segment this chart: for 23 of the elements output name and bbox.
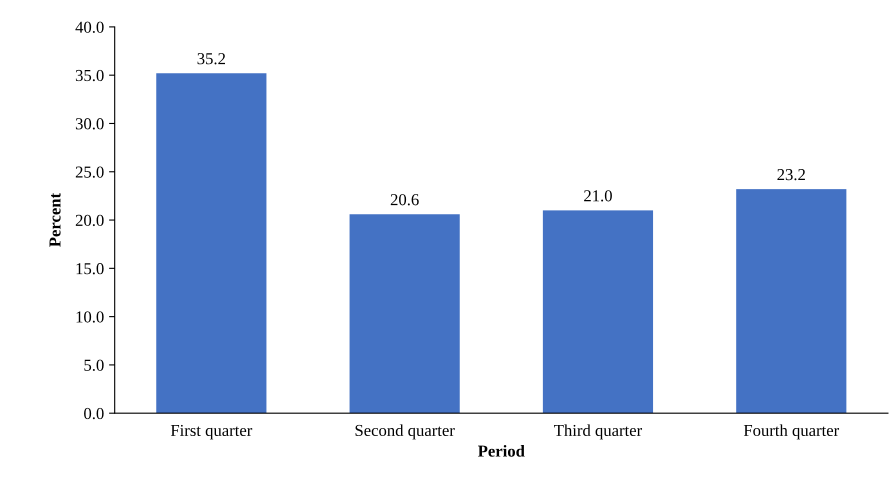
data-label: 21.0 <box>584 190 612 202</box>
bar <box>350 214 460 414</box>
y-tick-label: 35.0 <box>76 70 104 82</box>
y-axis-title: Percent <box>50 192 61 247</box>
data-label: 35.2 <box>198 53 226 64</box>
data-label: 20.6 <box>390 194 419 206</box>
data-label: 23.2 <box>777 169 805 180</box>
x-tick-label: Fourth quarter <box>744 424 840 440</box>
x-tick-label: First quarter <box>170 424 252 440</box>
x-tick-label: Second quarter <box>356 424 455 440</box>
y-tick-label: 15.0 <box>76 263 104 274</box>
y-tick-label: 0.0 <box>84 408 104 420</box>
y-tick-label: 30.0 <box>76 118 104 130</box>
y-tick-label: 40.0 <box>75 22 104 33</box>
y-tick-label: 20.0 <box>76 214 104 226</box>
x-axis-title: Period <box>478 444 525 457</box>
y-tick-label: 25.0 <box>76 166 104 178</box>
bar <box>542 210 654 414</box>
bar <box>736 189 846 414</box>
x-tick-label: Third quarter <box>554 424 642 440</box>
y-tick-label: 5.0 <box>84 360 104 371</box>
y-tick-label: 10.0 <box>76 311 104 323</box>
bar <box>156 73 266 414</box>
